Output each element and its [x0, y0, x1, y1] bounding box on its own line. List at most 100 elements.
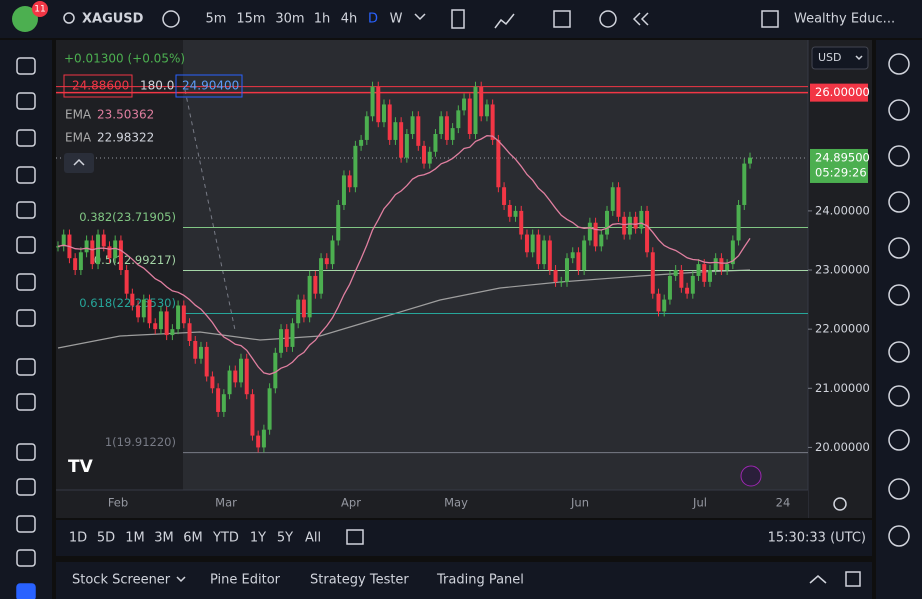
candle	[221, 394, 226, 412]
interval[interactable]: 5m	[206, 12, 227, 27]
range-button[interactable]: 1M	[125, 531, 145, 546]
price-tick-label: 23.00000	[815, 263, 870, 277]
interval-dropdown[interactable]	[414, 13, 426, 21]
interval[interactable]: 15m	[236, 12, 265, 27]
side-icon[interactable]	[888, 385, 910, 407]
candle	[462, 98, 467, 111]
interval[interactable]: 1h	[314, 12, 331, 27]
candle	[524, 234, 529, 253]
tool-icon[interactable]	[16, 273, 36, 291]
x-tick-label: Jul	[692, 496, 707, 510]
tool-icon[interactable]	[16, 92, 36, 110]
side-icon[interactable]	[888, 429, 910, 451]
tool-icon[interactable]	[16, 583, 36, 599]
settings[interactable]	[833, 497, 847, 511]
fib-label: 0.5(22.99217)	[94, 253, 176, 267]
candle	[639, 210, 644, 229]
ask-box[interactable]	[175, 74, 243, 98]
tool-icon[interactable]	[16, 549, 36, 567]
search-icon[interactable]	[63, 12, 75, 24]
side-icon[interactable]	[888, 284, 910, 306]
tool-icon[interactable]	[16, 201, 36, 219]
alert[interactable]	[599, 10, 617, 28]
candle	[536, 234, 541, 265]
candle	[479, 86, 484, 117]
symbol[interactable]: XAGUSD	[82, 12, 144, 27]
checkbox[interactable]	[761, 10, 779, 28]
expand-panel[interactable]	[809, 575, 827, 584]
range-button[interactable]: 1Y	[250, 531, 266, 546]
side-icon[interactable]	[888, 478, 910, 500]
panel-tab[interactable]: Strategy Tester	[310, 573, 409, 588]
panel-tab[interactable]: Stock Screener	[72, 573, 171, 588]
side-icon[interactable]	[888, 99, 910, 121]
ask[interactable]: 24.90400	[182, 79, 239, 93]
bid[interactable]: 24.88600	[72, 79, 129, 93]
candle	[593, 222, 598, 247]
range-button[interactable]: 6M	[183, 531, 203, 546]
side-icon[interactable]	[888, 237, 910, 259]
candle	[433, 134, 438, 152]
bid-box[interactable]	[63, 74, 133, 98]
tool-icon[interactable]	[16, 236, 36, 254]
range-button[interactable]: All	[305, 531, 321, 546]
tool-icon[interactable]	[16, 478, 36, 496]
candle	[244, 358, 249, 395]
right-toolbar	[876, 40, 922, 599]
indicator-value: 23.50362	[97, 108, 154, 122]
side-icon[interactable]	[888, 525, 910, 547]
tv-logo: TV	[68, 457, 94, 477]
candle	[113, 240, 118, 259]
side-icon[interactable]	[888, 145, 910, 167]
range-button[interactable]: YTD	[212, 531, 239, 546]
candle	[496, 139, 501, 188]
candle	[364, 116, 369, 140]
side-icon[interactable]	[888, 191, 910, 213]
tool-icon[interactable]	[16, 443, 36, 461]
add-symbol[interactable]	[162, 10, 180, 28]
x-tick-label: Apr	[341, 496, 361, 510]
goto-date[interactable]	[346, 529, 364, 545]
collapse-legend[interactable]	[64, 153, 94, 173]
interval[interactable]: W	[390, 12, 403, 27]
candle	[84, 240, 89, 253]
candle	[130, 293, 135, 306]
range-button[interactable]: 1D	[69, 531, 87, 546]
panel-tab[interactable]: Pine Editor	[210, 573, 281, 588]
price-tick-label: 24.00000	[815, 203, 870, 217]
side-icon[interactable]	[888, 341, 910, 363]
interval[interactable]: D	[368, 12, 378, 27]
currency[interactable]: USD	[818, 51, 842, 64]
interval[interactable]: 30m	[275, 12, 304, 27]
tool-icon[interactable]	[16, 57, 36, 75]
currency-select[interactable]	[811, 46, 869, 70]
indicators[interactable]	[494, 13, 515, 29]
replay[interactable]	[632, 12, 649, 26]
account-name[interactable]: Wealthy Educ...	[794, 12, 895, 27]
range-button[interactable]: 3M	[154, 531, 174, 546]
layouts[interactable]	[553, 10, 571, 28]
left-toolbar	[0, 40, 52, 599]
tool-icon[interactable]	[16, 166, 36, 184]
candle	[679, 270, 684, 288]
side-icon[interactable]	[888, 53, 910, 75]
candle	[376, 86, 381, 123]
tool-icon[interactable]	[16, 129, 36, 147]
tool-icon[interactable]	[16, 393, 36, 411]
interval[interactable]: 4h	[341, 12, 358, 27]
range-button[interactable]: 5D	[97, 531, 115, 546]
tool-icon[interactable]	[16, 309, 36, 327]
tool-icon[interactable]	[16, 358, 36, 376]
candle	[216, 388, 221, 412]
candle	[313, 275, 318, 294]
maximize-panel[interactable]	[845, 571, 861, 587]
candle	[147, 299, 152, 324]
panel-tab[interactable]: Trading Panel	[436, 573, 524, 588]
clock[interactable]: 15:30:33 (UTC)	[768, 531, 866, 546]
range-button[interactable]: 5Y	[277, 531, 293, 546]
tool-icon[interactable]	[16, 515, 36, 533]
chart-type[interactable]	[451, 9, 465, 29]
tab-dropdown[interactable]	[176, 576, 186, 583]
avatar[interactable]	[12, 6, 38, 32]
flash-icon[interactable]	[740, 465, 762, 487]
